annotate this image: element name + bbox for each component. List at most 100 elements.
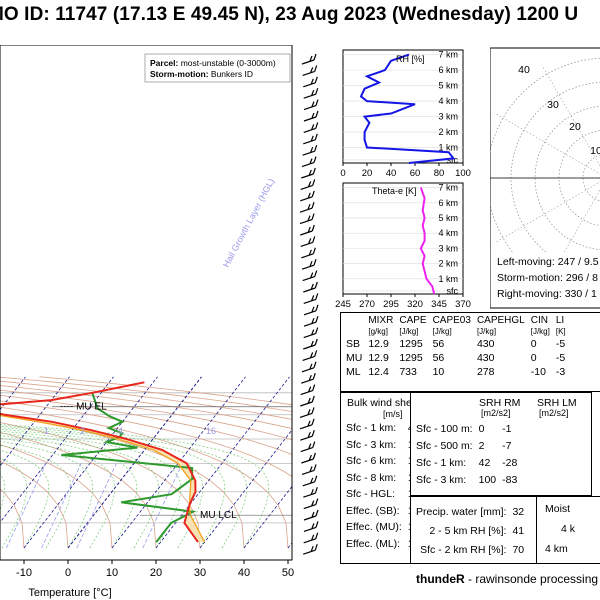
indices-cell: 0 (530, 338, 537, 350)
theta-e-y-label-5: 5 km (438, 213, 458, 223)
indices-header-2: CAPE [J/kg] (396, 315, 429, 337)
x-axis-label: Temperature [°C] (28, 587, 111, 599)
wind-barb-28 (301, 373, 316, 384)
moisture-row: 2 - 5 km RH [%]: 41 (413, 522, 527, 541)
wind-barb-2 (303, 76, 318, 88)
legend-parcel: Parcel: most-unstable (0-3000m) (150, 58, 276, 68)
indices-header-3: CAPE03 [J/kg] (430, 315, 474, 337)
dry-adiabat-0 (0, 460, 69, 549)
hodograph-chart: 10 20 30 40 Left-moving: 247 / 9.5 Storm-moti… (490, 47, 600, 309)
rh-y-label-0: sfc (446, 155, 458, 165)
indices-cell: SB (346, 338, 361, 350)
indices-cell: 1295 (399, 338, 423, 350)
indices-cell: -5 (555, 338, 566, 350)
srh-cell: -1 (502, 423, 512, 435)
shear-cell: Sfc - 1 km: (346, 422, 397, 434)
theta-e-y-label-7: 7 km (438, 183, 458, 193)
wind-barb-1 (302, 65, 318, 76)
indices-header-4-part-1: [J/kg] (476, 327, 497, 336)
moisture-right-row-2: 4 km (545, 543, 568, 555)
dry-adiabat-80 (0, 389, 292, 441)
indices-cell: -10 (530, 366, 546, 378)
theta-e-x-label-370: 370 (455, 299, 471, 310)
indices-row: MU 12.9 1295 56 430 0 -5 (343, 351, 569, 365)
wind-barb-0 (301, 53, 317, 65)
indices-header-0 (343, 315, 365, 337)
dry-adiabat-30 (0, 422, 201, 549)
moisture-row: Precip. water [mm]: 32 (413, 503, 527, 522)
wind-barb-14 (299, 213, 315, 225)
hodo-range-label-1: 20 (569, 121, 581, 133)
indices-cell: 56 (432, 352, 445, 364)
indices-header-2-part-1: [J/kg] (399, 327, 419, 336)
moisture-row: Sfc - 2 km RH [%]: 70 (413, 541, 527, 560)
rh-profile-chart: sfc 1 km 2 km 3 km 4 km 5 km 6 km 7 km RH [%] 0 20… (340, 49, 471, 179)
isotherm--10 (23, 376, 158, 549)
wind-barb-33 (300, 430, 315, 441)
theta-e-x-label-320: 320 (407, 299, 423, 310)
srh-cell: 42 (478, 457, 491, 469)
wind-barb-37 (302, 475, 318, 487)
wind-barb-8 (302, 145, 318, 156)
wind-barb-24 (303, 327, 319, 339)
mixing-ratio-label-1: 2 (80, 426, 85, 436)
wind-barb-9 (301, 156, 317, 168)
skewt-frame (0, 45, 293, 561)
footer-text: - rawinsonde processing t (464, 572, 600, 586)
dry-adiabat-100 (0, 380, 292, 420)
wind-barb-29 (300, 384, 316, 396)
rh-x-label-60: 60 (410, 168, 421, 179)
parcel-line (0, 414, 206, 543)
srh-cell: Sfc - 3 km: (416, 474, 467, 486)
rh-y-label-5: 5 km (438, 81, 458, 91)
wind-barb-40 (303, 509, 319, 521)
theta-e-y-label-2: 2 km (438, 259, 458, 269)
indices-row: ML 12.4 733 10 278 -10 -3 (343, 365, 569, 379)
srh-rm-unit: [m2/s2] (481, 408, 511, 418)
srh-row: Sfc - 3 km: 100 -83 (413, 472, 520, 489)
rh-y-label-4: 4 km (438, 96, 458, 106)
indices-header-4: CAPEHGL [J/kg] (474, 315, 528, 337)
x-tick-label-20: 20 (150, 567, 162, 579)
wind-barb-20 (303, 281, 318, 293)
wind-barb-17 (301, 247, 316, 259)
mixing-ratio-label-3: 16 (206, 426, 216, 436)
shear-cell: Effec. (MU): (346, 521, 402, 533)
rh-y-label-3: 3 km (438, 112, 458, 122)
theta-e-y-label-1: 1 km (438, 274, 458, 284)
indices-header-6-part-1: [K] (555, 327, 566, 336)
skewt-legend-box (144, 53, 291, 83)
x-tick-label-50: 50 (282, 567, 294, 579)
shear-cell: Sfc - 6 km: (346, 455, 397, 467)
rh-x-label-40: 40 (386, 168, 397, 179)
hodo-range-label-2: 30 (547, 99, 559, 111)
wind-barb-39 (303, 498, 319, 510)
rh-y-label-2: 2 km (438, 127, 458, 137)
indices-panel: MIXR [g/kg] CAPE [J/kg] CAPE03 [J/kg] CAPEHGL[… (340, 312, 600, 392)
mixing-ratio-line-1 (41, 463, 82, 549)
skewt-plot-area (0, 376, 292, 549)
srh-row: Sfc - 100 m: 0 -1 (413, 421, 520, 438)
srh-cell: -83 (502, 474, 518, 486)
legend-storm-motion: Storm-motion: Bunkers ID (150, 69, 253, 79)
wind-barb-12 (300, 190, 315, 202)
theta-e-x-label-345: 345 (431, 299, 447, 310)
dry-adiabat-110 (0, 376, 292, 412)
moisture-cell: 32 (512, 506, 525, 518)
footer: thundeR - rawinsonde processing t (416, 572, 600, 586)
srh-cell: -7 (502, 440, 512, 452)
hodo-spoke-120 (541, 189, 600, 291)
moisture-cell: 2 - 5 km RH [%]: (429, 525, 507, 537)
indices-header-1: MIXR [g/kg] (365, 315, 396, 337)
indices-cell: 56 (432, 338, 445, 350)
srh-cell: 0 (478, 423, 485, 435)
rh-x-label-20: 20 (362, 168, 373, 179)
wind-barb-34 (300, 441, 316, 453)
el-label: ---- MU EL (60, 402, 107, 413)
dry-adiabat-50 (0, 406, 289, 549)
rh-x-label-0: 0 (340, 168, 345, 179)
wind-barb-36 (301, 464, 317, 475)
x-tick-label-40: 40 (238, 567, 250, 579)
indices-cell: 733 (399, 366, 417, 378)
indices-cell: -5 (555, 352, 566, 364)
